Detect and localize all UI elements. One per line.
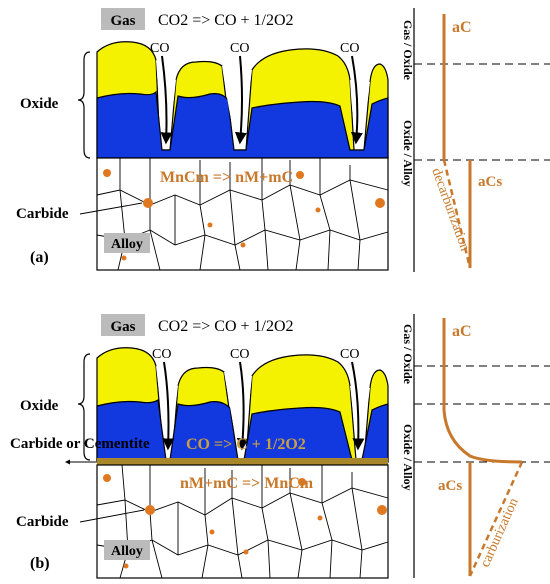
carbide-or-cementite-label: Carbide or Cementite: [10, 436, 150, 452]
alloy-label-b: Alloy: [111, 544, 143, 559]
oxide-alloy-label-a: Oxide / Alloy: [401, 120, 415, 187]
co-label-2-a: CO: [230, 41, 249, 56]
co-arrow-2-a: [234, 55, 247, 145]
carbide-dot: [243, 549, 249, 555]
gas-label-box-b: [101, 314, 145, 336]
panel-label-b: (b): [30, 555, 50, 572]
gas-reaction-a: CO2 => CO + 1/2O2: [158, 12, 294, 29]
oxide-label-a: Oxide: [20, 96, 59, 112]
activity-profile-a: Gas / Oxide Oxide / Alloy aC aCs decarbu…: [401, 8, 550, 272]
oxide-inner-layer-a: [96, 90, 389, 159]
pore-2-a: [222, 66, 252, 150]
oxide-bracket-a: [77, 51, 91, 159]
carbide-dot: [377, 505, 387, 515]
co-label-1-b: CO: [152, 347, 171, 362]
gas-reaction-b: CO2 => CO + 1/2O2: [158, 318, 294, 335]
carbide-dot: [315, 207, 321, 213]
carbide-reaction-b: nM+mC => MnCm: [180, 475, 314, 492]
ac-label-a: aC: [452, 19, 472, 36]
carbide-label-b: Carbide: [16, 514, 69, 530]
carburization-label: carburization: [478, 496, 522, 570]
ac-label-b: aC: [452, 323, 472, 340]
gas-label-box-a: [101, 8, 145, 30]
co-arrow-3-a: [350, 55, 363, 145]
gas-oxide-label-a: Gas / Oxide: [401, 20, 415, 81]
oxide-scale-b: [96, 347, 389, 463]
carbide-dot: [121, 255, 127, 261]
acs-label-b: aCs: [438, 478, 462, 494]
carbide-pointer-a: [79, 202, 143, 215]
pore-2-b: [224, 372, 252, 460]
ac-curve-b: [442, 318, 523, 464]
carbide-dot: [317, 515, 323, 521]
gas-oxide-label-b: Gas / Oxide: [401, 324, 415, 385]
panel-b: Gas CO2 => CO + 1/2O2 CO CO CO CO => C +…: [10, 314, 550, 579]
alloy-label-a: Alloy: [111, 237, 143, 252]
carbide-dots-b: [103, 474, 387, 569]
carbide-dots-a: [103, 169, 385, 261]
carbide-dot: [298, 478, 306, 486]
carbide-dot: [209, 529, 215, 535]
co-arrows-b: CO CO CO: [152, 347, 365, 451]
co-label-3-a: CO: [340, 41, 359, 56]
carbide-dot: [296, 171, 304, 179]
carbide-dot: [207, 222, 213, 228]
carbide-dot: [240, 242, 246, 248]
gas-label-a: Gas: [110, 13, 135, 29]
carbide-dot: [143, 198, 153, 208]
panel-label-a: (a): [30, 249, 49, 266]
interface-reaction-b: CO => C + 1/2O2: [186, 436, 306, 453]
acs-label-a: aCs: [478, 174, 502, 190]
co-arrow-3-b: [351, 361, 365, 451]
pore-3-b: [350, 386, 370, 460]
co-arrow-1-a: [160, 55, 173, 145]
carbide-label-a: Carbide: [16, 206, 69, 222]
carbide-dot: [375, 198, 385, 208]
co-label-1-a: CO: [150, 41, 169, 56]
carbide-pointer-b: [79, 509, 145, 523]
carbide-dot: [145, 505, 155, 515]
co-label-3-b: CO: [340, 347, 359, 362]
co-arrow-2-b: [236, 361, 249, 451]
oxide-inner-layer-b: [96, 398, 389, 463]
oxide-bracket-b: [77, 353, 91, 461]
co-label-2-b: CO: [230, 347, 249, 362]
oxide-alloy-label-b: Oxide / Alloy: [401, 424, 415, 491]
co-arrow-1-b: [162, 361, 175, 451]
oxide-label-b: Oxide: [20, 398, 59, 414]
alloy-label-box-a: [104, 233, 150, 253]
panel-a: Gas CO2 => CO + 1/2O2 CO CO CO Oxide: [16, 8, 550, 272]
gas-label-b: Gas: [110, 319, 135, 335]
carbide-dot: [103, 169, 111, 177]
interface-band-b: [97, 458, 388, 465]
pore-1-b: [156, 366, 178, 460]
carbide-reaction-a: MnCm => nM+mC: [160, 169, 293, 186]
carb-curve-b: [468, 461, 524, 577]
decarb-curve-a: [442, 159, 472, 269]
alloy-label-box-b: [104, 540, 150, 560]
decarburization-label: decarburization: [428, 166, 472, 253]
carbide-dot: [123, 563, 129, 569]
co-arrows-a: CO CO CO: [150, 41, 363, 145]
activity-profile-b: Gas / Oxide Oxide / Alloy aC aCs carburi…: [401, 314, 550, 578]
carbide-dot: [103, 474, 111, 482]
